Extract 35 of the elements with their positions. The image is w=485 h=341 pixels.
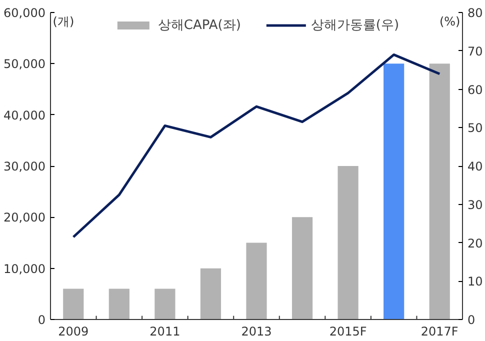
- y-tick-label: 0: [38, 313, 46, 327]
- bar: [338, 166, 358, 320]
- legend-label: 상해가동률(우): [310, 17, 400, 34]
- x-tick-label: 2015F: [329, 324, 367, 338]
- y2-tick-label: 10: [468, 274, 483, 289]
- x-tick-label: 2013: [241, 324, 272, 338]
- y2-tick-label: 20: [468, 236, 483, 250]
- y2-tick-label: 40: [468, 160, 483, 174]
- x-tick-label: 2017F: [420, 324, 458, 338]
- y2-tick-label: 70: [468, 44, 483, 58]
- y2-tick-label: 60: [468, 82, 483, 97]
- y-tick-label: 50,000: [4, 57, 46, 72]
- bar: [246, 242, 267, 320]
- y2-axis-title: (%): [439, 14, 460, 28]
- y-tick-label: 30,000: [4, 160, 46, 174]
- y-axis-title: (개): [52, 14, 74, 28]
- x-tick-label: 2009: [58, 324, 89, 338]
- bar: [429, 64, 450, 320]
- bar: [384, 64, 404, 320]
- x-tick-label: 2011: [150, 324, 180, 338]
- bar: [108, 288, 130, 320]
- bar: [292, 217, 313, 320]
- bar: [154, 288, 176, 320]
- bar: [63, 288, 84, 320]
- legend-label: 상해CAPA(좌): [158, 17, 241, 34]
- y-tick-label: 10,000: [4, 262, 46, 276]
- bar: [200, 268, 222, 320]
- y-tick-label: 60,000: [4, 6, 46, 20]
- line-series: [72, 53, 441, 238]
- y-tick-label: 40,000: [4, 108, 46, 122]
- y2-tick-label: 50: [468, 121, 483, 136]
- y2-tick-label: 80: [468, 6, 483, 20]
- y2-tick-label: 0: [468, 313, 476, 327]
- y2-tick-label: 30: [468, 198, 483, 212]
- y-tick-label: 20,000: [4, 210, 46, 225]
